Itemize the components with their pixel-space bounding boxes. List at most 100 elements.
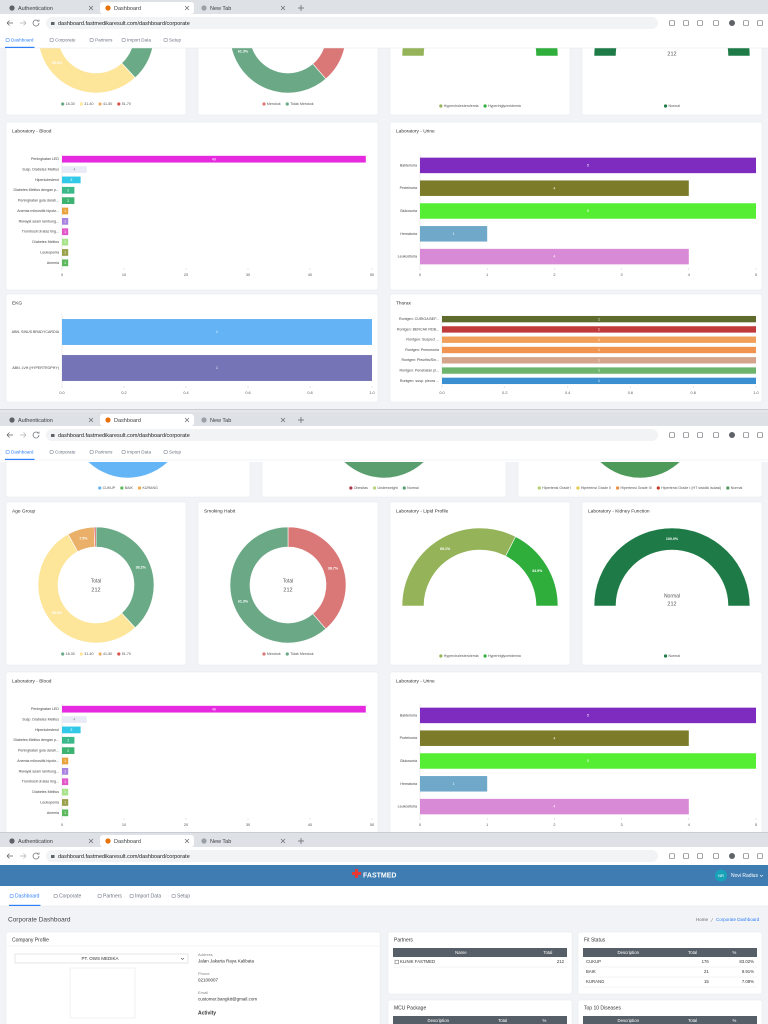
tab-close[interactable] <box>88 5 94 11</box>
nav-item[interactable]: Partners <box>95 450 113 455</box>
toolbar-icon[interactable] <box>669 432 675 438</box>
legend-label[interactable]: CUKUP <box>103 486 116 490</box>
nav-item[interactable]: Import Data <box>127 450 151 455</box>
legend-label[interactable]: 41-50 <box>103 652 112 656</box>
legend-label[interactable]: Merokok <box>267 102 281 106</box>
toolbar-icon[interactable] <box>743 853 749 859</box>
tab-close[interactable] <box>280 417 286 423</box>
legend-label[interactable]: KURANG <box>142 486 158 490</box>
toolbar-icon[interactable] <box>713 853 719 859</box>
legend-label[interactable]: Normal <box>731 486 743 490</box>
forward-button[interactable] <box>20 432 27 438</box>
nav-item[interactable]: Corporate <box>55 450 76 455</box>
new-tab-button[interactable] <box>298 838 304 844</box>
forward-button[interactable] <box>20 20 27 26</box>
toolbar-icon[interactable] <box>743 20 749 26</box>
tab-close[interactable] <box>280 5 286 11</box>
tab-close[interactable] <box>184 417 190 423</box>
legend-label[interactable]: Normal <box>668 654 680 658</box>
url[interactable]: dashboard.fastmedikaresult.com/dashboard… <box>58 854 190 860</box>
legend-label[interactable]: 51-70 <box>122 652 131 656</box>
back-button[interactable] <box>6 20 13 26</box>
tab-close[interactable] <box>184 838 190 844</box>
toolbar-icon[interactable] <box>757 432 763 438</box>
user-name[interactable]: Novi Radius <box>731 873 758 879</box>
toolbar-icon[interactable] <box>669 20 675 26</box>
back-button[interactable] <box>6 853 13 859</box>
tab-title[interactable]: Authentication <box>18 418 53 424</box>
url[interactable]: dashboard.fastmedikaresult.com/dashboard… <box>58 21 190 27</box>
nav-item[interactable]: Dashboard <box>11 450 34 455</box>
reload-button[interactable] <box>32 852 40 860</box>
tab-title[interactable]: Dashboard <box>114 6 141 12</box>
tab-title[interactable]: Dashboard <box>114 418 141 424</box>
toolbar-icon[interactable] <box>757 853 763 859</box>
tab-close[interactable] <box>184 5 190 11</box>
legend-label[interactable]: 31-40 <box>84 102 93 106</box>
legend-label[interactable]: Hipertensi Grade III <box>621 486 652 490</box>
user-avatar[interactable] <box>715 869 727 882</box>
legend-label[interactable]: Tidak Merokok <box>290 652 314 656</box>
legend-label[interactable]: Hypercholesterolemia <box>444 104 479 108</box>
nav-item[interactable]: Setup <box>177 894 190 900</box>
legend-label[interactable]: 51-70 <box>122 102 131 106</box>
legend-label[interactable]: Underweight <box>377 486 397 490</box>
nav-item[interactable]: Setup <box>169 38 181 43</box>
tab-title[interactable]: Dashboard <box>114 839 141 845</box>
legend-label[interactable]: 18-30 <box>66 102 75 106</box>
legend-label[interactable]: Tidak Merokok <box>290 102 314 106</box>
legend-label[interactable]: Hipertensi Grade II <box>581 486 611 490</box>
legend-label[interactable]: 18-30 <box>66 652 75 656</box>
legend-label[interactable]: Hypertriglyceridemia <box>488 104 521 108</box>
toolbar-icon[interactable] <box>713 20 719 26</box>
legend-label[interactable]: Hipertensi Grade I <box>542 486 571 490</box>
legend-label[interactable]: Hypertriglyceridemia <box>488 654 521 658</box>
toolbar-icon[interactable] <box>729 432 735 438</box>
nav-item[interactable]: Corporate <box>55 38 76 43</box>
legend-label[interactable]: Merokok <box>267 652 281 656</box>
reload-button[interactable] <box>32 431 40 439</box>
toolbar-icon[interactable] <box>669 853 675 859</box>
nav-item[interactable]: Partners <box>95 38 113 43</box>
toolbar-icon[interactable] <box>683 20 689 26</box>
legend-label[interactable]: Hipertensi Grade I (HT sistolik isolasi) <box>661 486 721 490</box>
toolbar-icon[interactable] <box>729 853 735 859</box>
nav-item[interactable]: Partners <box>103 894 122 900</box>
new-tab-button[interactable] <box>298 417 304 423</box>
forward-button[interactable] <box>20 853 27 859</box>
tab-title[interactable]: New Tab <box>210 6 231 12</box>
breadcrumb-item[interactable]: Home <box>696 917 709 922</box>
toolbar-icon[interactable] <box>729 20 735 26</box>
tab-close[interactable] <box>88 417 94 423</box>
reload-button[interactable] <box>32 19 40 27</box>
company-select[interactable] <box>14 953 189 964</box>
tab-title[interactable]: New Tab <box>210 418 231 424</box>
url[interactable]: dashboard.fastmedikaresult.com/dashboard… <box>58 433 190 439</box>
tab-close[interactable] <box>88 838 94 844</box>
toolbar-icon[interactable] <box>697 853 703 859</box>
legend-label[interactable]: 41-50 <box>103 102 112 106</box>
toolbar-icon[interactable] <box>697 20 703 26</box>
nav-item[interactable]: Setup <box>169 450 181 455</box>
legend-label[interactable]: Normal <box>407 486 419 490</box>
tab-title[interactable]: New Tab <box>210 839 231 845</box>
legend-label[interactable]: Hypercholesterolemia <box>444 654 479 658</box>
tab-title[interactable]: Authentication <box>18 6 53 12</box>
tab-title[interactable]: Authentication <box>18 839 53 845</box>
nav-item[interactable]: Import Data <box>127 38 151 43</box>
legend-label[interactable]: 31-40 <box>84 652 93 656</box>
user-caret[interactable] <box>759 874 764 877</box>
nav-item[interactable]: Dashboard <box>15 894 40 900</box>
nav-item[interactable]: Dashboard <box>11 38 34 43</box>
legend-label[interactable]: Normal <box>668 104 680 108</box>
omnibox[interactable] <box>46 17 658 29</box>
nav-item[interactable]: Corporate <box>59 894 81 900</box>
tab-close[interactable] <box>280 838 286 844</box>
omnibox[interactable] <box>46 850 658 862</box>
legend-label[interactable]: BAIK <box>125 486 134 490</box>
toolbar-icon[interactable] <box>683 432 689 438</box>
back-button[interactable] <box>6 432 13 438</box>
toolbar-icon[interactable] <box>683 853 689 859</box>
toolbar-icon[interactable] <box>757 20 763 26</box>
toolbar-icon[interactable] <box>743 432 749 438</box>
